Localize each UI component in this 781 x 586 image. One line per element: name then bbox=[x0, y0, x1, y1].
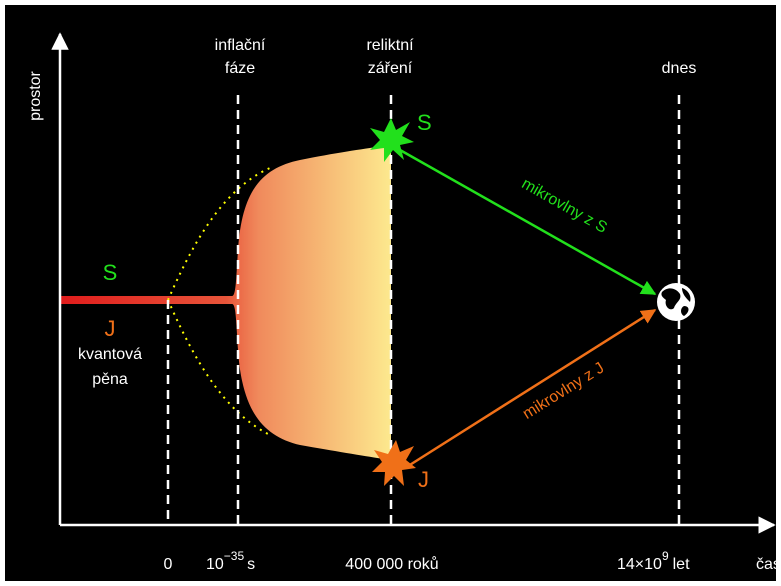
x-axis-label: čas bbox=[756, 556, 781, 573]
quantum-foam-label: kvantová bbox=[78, 346, 142, 363]
epoch-time-label: 10−35 s bbox=[206, 549, 255, 573]
point-s-label: S bbox=[103, 260, 118, 285]
epoch-time-label: 14×109 let bbox=[617, 549, 690, 573]
time-base: 14×10 bbox=[617, 556, 662, 573]
point-j-label: J bbox=[418, 467, 429, 492]
time-unit: s bbox=[247, 556, 255, 573]
time-unit: let bbox=[673, 556, 690, 573]
point-j-label: J bbox=[105, 316, 116, 341]
epoch-top-label: inflační bbox=[215, 37, 266, 54]
y-axis-label: prostor bbox=[27, 70, 44, 120]
epoch-time-label: 0 bbox=[164, 556, 173, 573]
explosion-j bbox=[372, 440, 416, 486]
time-exponent: −35 bbox=[224, 549, 245, 563]
epoch-top-label: záření bbox=[368, 60, 413, 77]
time-exponent: 9 bbox=[662, 549, 669, 563]
quantum-foam-label: pěna bbox=[92, 371, 128, 388]
earth-continents bbox=[661, 288, 691, 316]
epoch-top-label: dnes bbox=[662, 60, 697, 77]
explosion-s bbox=[370, 118, 414, 162]
time-base: 10 bbox=[206, 556, 224, 573]
point-s-label: S bbox=[417, 110, 432, 135]
universe-shape bbox=[60, 145, 391, 460]
epoch-top-label: reliktní bbox=[366, 37, 414, 54]
microwave-arrow-j bbox=[404, 308, 657, 470]
epoch-time-label: 400 000 roků bbox=[345, 555, 438, 573]
microwave-arrow-s bbox=[399, 148, 657, 296]
epoch-top-label: fáze bbox=[225, 60, 255, 77]
